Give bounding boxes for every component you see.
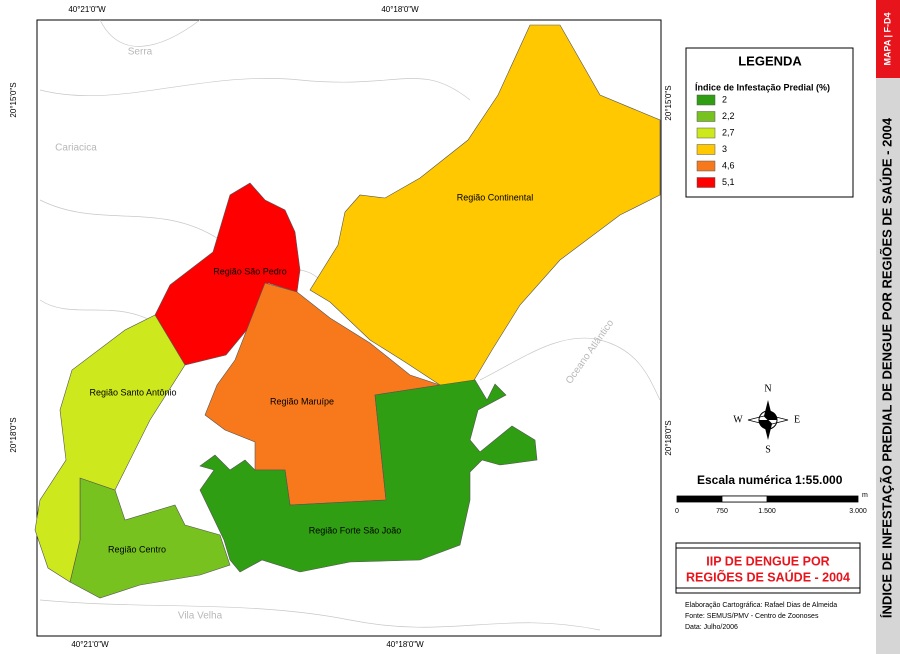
coord-label: 20°18'0"S	[9, 417, 18, 452]
title-line: IIP DE DENGUE POR	[706, 554, 829, 568]
scale-tick: 1.500	[758, 508, 776, 515]
scale-tick: 750	[716, 508, 728, 515]
region-label: Região São Pedro	[213, 266, 287, 276]
legend-swatch	[696, 177, 716, 188]
legend-label: 3	[722, 144, 727, 154]
legend-swatch	[696, 127, 716, 139]
title-line: REGIÕES DE SAÚDE - 2004	[686, 569, 850, 584]
region-label: Região Maruípe	[270, 396, 334, 406]
scale-label: Escala numérica	[697, 473, 792, 487]
region-label: Região Santo Antônio	[89, 387, 176, 397]
coord-label: 40°21'0"W	[71, 640, 109, 649]
place-label: Serra	[128, 47, 153, 58]
region-sao-pedro	[154, 182, 301, 366]
legend-title: LEGENDA	[738, 53, 802, 68]
legend-label: 2,2	[722, 111, 735, 121]
side-tag-bg	[876, 0, 900, 78]
legend-label: 5,1	[722, 177, 735, 187]
side-tag: MAPA | F-D4	[882, 12, 892, 65]
coord-label: 20°15'0"S	[664, 85, 673, 120]
compass-e: E	[794, 414, 800, 425]
coord-label: 20°15'0"S	[9, 82, 18, 117]
compass-n: N	[764, 383, 771, 394]
coord-label: 40°18'0"W	[386, 640, 424, 649]
regions	[34, 24, 661, 599]
legend-swatch	[696, 111, 716, 122]
region-santo-antonio	[34, 314, 186, 583]
legend-swatch	[696, 144, 716, 155]
legend-label: 2,7	[722, 127, 735, 137]
credit: Fonte: SEMUS/PMV - Centro de Zoonoses	[685, 613, 819, 620]
region-label: Região Centro	[108, 544, 166, 554]
legend-label: 2	[722, 94, 727, 104]
scale-ratio: 1:55.000	[795, 473, 843, 487]
legend-items: 2 2,2 2,7 3 4,6 5,1	[696, 94, 735, 188]
credit: Elaboração Cartográfica: Rafael Dias de …	[685, 602, 837, 609]
coord-label: 20°18'0"S	[664, 420, 673, 455]
place-label: Cariacica	[55, 143, 97, 154]
region-continental	[309, 24, 661, 388]
compass-w: W	[733, 414, 743, 425]
coord-label: 40°21'0"W	[68, 5, 106, 14]
region-forte-sao-joao	[199, 379, 538, 573]
legend-box	[685, 47, 854, 198]
scale-bar	[676, 495, 859, 503]
place-label: Vila Velha	[178, 611, 223, 622]
legend-label: 4,6	[722, 160, 735, 170]
credit: Data: Julho/2006	[685, 624, 738, 631]
side-title: ÍNDICE DE INFESTAÇÃO PREDIAL DE DENGUE P…	[879, 117, 894, 618]
region-label: Região Continental	[457, 192, 534, 202]
coord-label: 40°18'0"W	[381, 5, 419, 14]
compass-s: S	[765, 444, 771, 455]
legend-swatch	[696, 94, 716, 106]
scale-tick: 3.000	[849, 508, 867, 515]
legend-subtitle: Índice de Infestação Predial (%)	[695, 82, 830, 92]
legend-swatch	[696, 160, 716, 172]
region-label: Região Forte São João	[309, 525, 402, 535]
compass	[747, 400, 789, 440]
scale-unit: m	[862, 492, 868, 499]
side-strip	[876, 0, 900, 654]
coastlines	[39, 19, 661, 631]
scale-tick: 0	[675, 508, 679, 515]
title-box	[675, 542, 861, 594]
